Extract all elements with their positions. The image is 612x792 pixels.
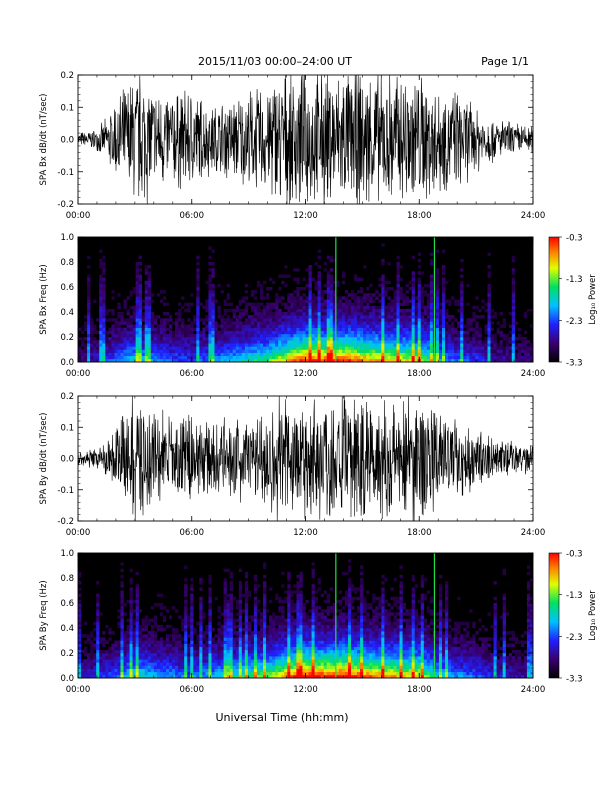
x-tick-label: 18:00 — [407, 211, 432, 221]
x-tick-label: 12:00 — [293, 211, 318, 221]
spectrogram-cells — [78, 243, 534, 363]
y-tick-label: -0.2 — [57, 200, 74, 210]
x-tick-label: 00:00 — [66, 211, 91, 221]
colorbar — [548, 236, 560, 363]
colorbar-tick-label: -1.3 — [566, 591, 583, 601]
spectrogram-cells — [78, 559, 534, 679]
y-tick-label: -0.2 — [57, 517, 74, 527]
x-tick-label: 06:00 — [180, 211, 205, 221]
y-tick-label: 0.8 — [60, 574, 74, 584]
x-tick-label: 00:00 — [66, 528, 91, 538]
y-tick-label: 0.2 — [60, 392, 74, 402]
x-axis-label: Universal Time (hh:mm) — [216, 711, 349, 724]
x-tick-label: 18:00 — [407, 685, 432, 695]
y-tick-label: 0.1 — [60, 103, 74, 113]
x-tick-label: 12:00 — [293, 685, 318, 695]
y-tick-label: 0.6 — [60, 283, 74, 293]
y-tick-label: 0.0 — [60, 674, 74, 684]
y-tick-label: 0.1 — [60, 423, 74, 433]
colorbar-tick-label: -1.3 — [566, 275, 583, 285]
y-axis-label: SPA Bx Freq (Hz) — [39, 264, 49, 334]
colorbar-tick-label: -0.3 — [566, 550, 583, 560]
y-tick-label: 0.2 — [60, 649, 74, 659]
panels: 00:00 06:00 12:00 18:00 24:00 0.2 0.1 0.0 -0.1 -0… — [39, 71, 598, 695]
y-tick-label: 0.4 — [60, 308, 74, 318]
y-tick-label: 0.6 — [60, 599, 74, 609]
y-axis-label: SPA Bx dB/dt (nT/sec) — [39, 94, 49, 186]
colorbar-label: Log₁₀ Power — [588, 590, 598, 641]
x-tick-label: 06:00 — [180, 528, 205, 538]
colorbar-tick-label: -2.3 — [566, 317, 583, 327]
y-tick-label: 0.8 — [60, 258, 74, 268]
x-tick-label: 24:00 — [521, 685, 546, 695]
x-tick-label: 06:00 — [180, 369, 205, 379]
x-tick-label: 00:00 — [66, 369, 91, 379]
colorbar-tick-label: -0.3 — [566, 234, 583, 244]
x-tick-label: 12:00 — [293, 528, 318, 538]
x-tick-label: 24:00 — [521, 369, 546, 379]
x-tick-label: 18:00 — [407, 369, 432, 379]
y-tick-label: 0.0 — [60, 455, 74, 465]
y-axis-label: SPA By Freq (Hz) — [39, 580, 49, 650]
y-tick-label: 1.0 — [60, 549, 74, 559]
signal-trace — [77, 395, 534, 522]
y-tick-label: 0.0 — [60, 136, 74, 146]
y-axis-label: SPA By dB/dt (nT/sec) — [39, 413, 49, 505]
y-tick-label: 0.2 — [60, 333, 74, 343]
signal-trace — [77, 74, 534, 205]
y-tick-label: 1.0 — [60, 233, 74, 243]
panel-1: 00:00 06:00 12:00 18:00 24:00 0.2 0.1 0.0 -0.1 -0… — [39, 71, 545, 221]
y-tick-label: -0.1 — [57, 168, 74, 178]
panel-2: -0.3 -1.3 -2.3 -3.3 Log₁₀ Power 00:00 06:00 12:… — [39, 233, 598, 379]
y-tick-label: 0.2 — [60, 71, 74, 81]
x-tick-label: 24:00 — [521, 528, 546, 538]
colorbar-tick-label: -3.3 — [566, 359, 583, 369]
figure-title: 2015/11/03 00:00–24:00 UT — [198, 55, 352, 68]
colorbar-tick-label: -3.3 — [566, 675, 583, 685]
x-tick-label: 18:00 — [407, 528, 432, 538]
colorbar-tick-label: -2.3 — [566, 633, 583, 643]
x-tick-label: 24:00 — [521, 211, 546, 221]
x-tick-label: 00:00 — [66, 685, 91, 695]
colorbar — [548, 552, 560, 679]
y-tick-label: 0.0 — [60, 358, 74, 368]
colorbar-label: Log₁₀ Power — [588, 274, 598, 325]
panel-3: 00:00 06:00 12:00 18:00 24:00 0.2 0.1 0.0 -0.1 -0… — [39, 392, 545, 538]
y-tick-label: 0.4 — [60, 624, 74, 634]
page-indicator: Page 1/1 — [481, 55, 529, 68]
y-tick-label: -0.1 — [57, 486, 74, 496]
x-tick-label: 12:00 — [293, 369, 318, 379]
panel-4: -0.3 -1.3 -2.3 -3.3 Log₁₀ Power 00:00 06:00 12:… — [39, 549, 598, 695]
x-tick-label: 06:00 — [180, 685, 205, 695]
